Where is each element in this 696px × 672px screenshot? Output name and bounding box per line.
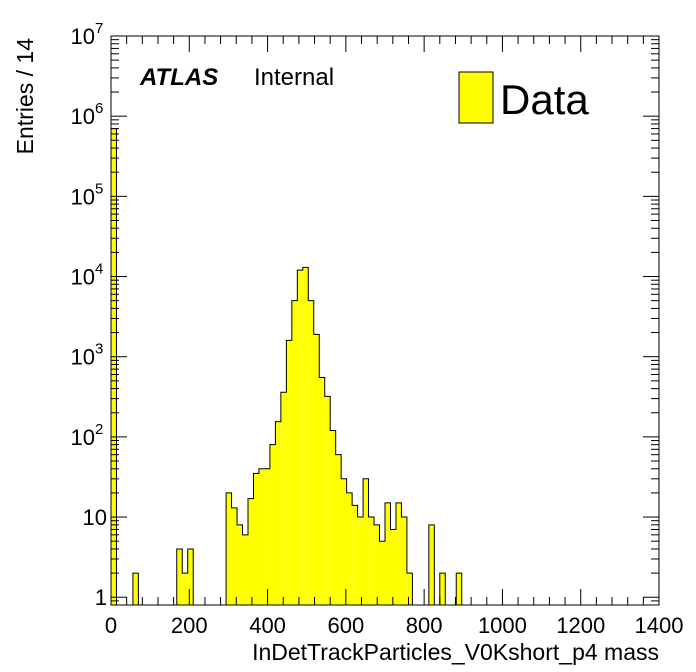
histogram-bar (456, 573, 462, 605)
histogram-bar (237, 524, 243, 605)
histogram-bar (401, 517, 407, 605)
histogram-bar (182, 573, 188, 605)
y-tick-label: 10 (83, 505, 107, 530)
histogram-bar (324, 396, 331, 605)
atlas-label: ATLAS (139, 64, 218, 91)
y-axis-title: Entries / 14 (12, 38, 38, 155)
histogram-bar (406, 573, 413, 605)
histogram-bar (231, 507, 238, 605)
histogram-bar (248, 498, 254, 605)
x-tick-label: 1200 (556, 613, 605, 638)
histogram-bar (439, 573, 446, 605)
histogram-bar (226, 492, 232, 605)
histogram-bar (335, 454, 342, 605)
histogram-bar (346, 492, 353, 605)
x-tick-label: 0 (105, 613, 117, 638)
axes (110, 35, 660, 606)
histogram-bar (258, 468, 265, 605)
plot-frame (110, 35, 660, 606)
histogram-bar (253, 473, 259, 605)
histogram-bar (313, 334, 320, 605)
histogram-bar (308, 300, 314, 605)
histogram-bar (374, 524, 380, 605)
x-tick-label: 600 (327, 613, 364, 638)
internal-label: Internal (254, 64, 334, 91)
histogram-bar (352, 505, 358, 605)
legend-label: Data (500, 76, 589, 123)
y-tick-label: 10 (71, 104, 95, 129)
x-tick-label: 1400 (635, 613, 684, 638)
histogram-bar (286, 340, 292, 605)
histogram-bar (176, 548, 183, 605)
x-tick-label: 200 (171, 613, 208, 638)
histogram-bar (132, 573, 139, 605)
histogram-bar (363, 478, 369, 605)
y-tick-exponent: 6 (95, 100, 103, 117)
histogram-bar (302, 267, 309, 605)
y-tick-label: 10 (71, 184, 95, 209)
histogram-bar (269, 444, 276, 605)
y-tick-exponent: 5 (95, 180, 103, 197)
histogram-bar (187, 548, 194, 605)
x-tick-label: 800 (406, 613, 443, 638)
y-tick-exponent: 3 (95, 341, 103, 358)
histogram-bar (297, 270, 303, 605)
histogram-bar (319, 377, 325, 605)
legend-swatch (458, 71, 494, 124)
y-tick-label: 10 (71, 265, 95, 290)
histogram-bar (275, 421, 281, 605)
histogram-bar (280, 392, 287, 605)
histogram-bar (379, 541, 385, 605)
histogram-bar (428, 524, 435, 605)
histogram-bar (291, 300, 298, 605)
histogram-bar (264, 468, 270, 605)
y-tick-label: 10 (71, 345, 95, 370)
y-tick-label: 1 (95, 585, 107, 610)
histogram-bar (341, 478, 347, 605)
histogram-bar (395, 502, 402, 605)
x-axis-title: InDetTrackParticles_V0Kshort_p4 mass (252, 639, 659, 665)
histogram-bars (110, 128, 468, 606)
histogram-bar (368, 517, 375, 605)
x-tick-label: 1000 (478, 613, 527, 638)
histogram-bar (385, 502, 391, 605)
y-tick-label: 10 (71, 425, 95, 450)
x-tick-label: 400 (249, 613, 286, 638)
histogram-bar (242, 534, 248, 605)
histogram-bar (111, 128, 117, 605)
histogram-outline (110, 128, 468, 606)
y-tick-exponent: 7 (95, 20, 103, 37)
y-tick-label: 10 (71, 24, 95, 49)
histogram-bar (390, 529, 396, 605)
histogram-bar (357, 517, 364, 605)
histogram-bar (330, 430, 336, 605)
y-tick-exponent: 2 (95, 421, 103, 438)
y-tick-exponent: 4 (95, 261, 103, 278)
